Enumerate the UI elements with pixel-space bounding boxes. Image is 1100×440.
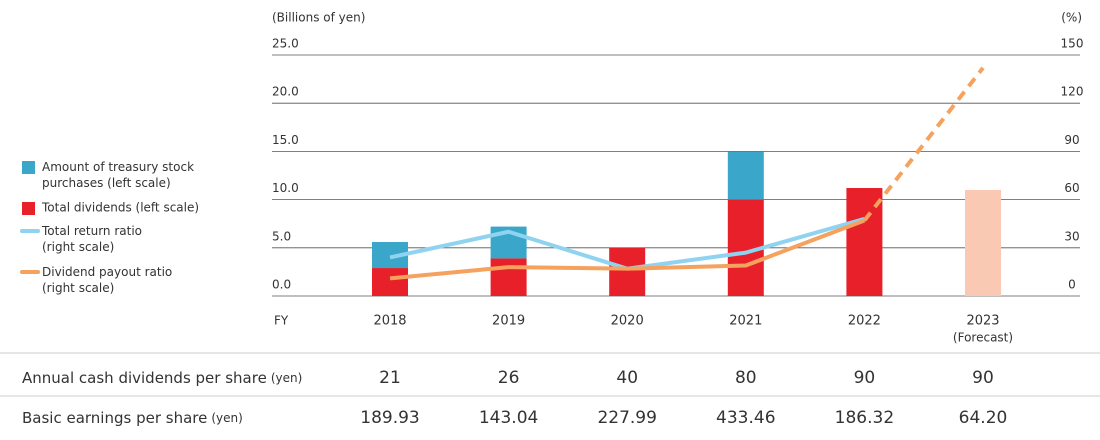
table-cell: 227.99 xyxy=(597,408,656,428)
row-unit: (yen) xyxy=(211,411,242,425)
legend-swatch xyxy=(22,161,35,174)
x-axis-label: FY xyxy=(274,314,289,328)
table-cell: 90 xyxy=(972,368,994,388)
line xyxy=(862,66,985,222)
legend-line: Total return ratio xyxy=(41,224,142,238)
legend-swatch xyxy=(22,202,35,215)
legend-line: purchases (left scale) xyxy=(42,176,171,190)
y2-tick-label: 60 xyxy=(1064,181,1079,195)
legend-label: Total return ratio (right scale) xyxy=(41,224,142,254)
bar xyxy=(490,258,527,296)
legend-label: Amount of treasury stock purchases (left … xyxy=(42,160,194,190)
table-cell: 80 xyxy=(735,368,757,388)
table-cell: 21 xyxy=(379,368,401,388)
row-label: Basic earnings per share (yen) xyxy=(22,409,243,427)
legend-label: Dividend payout ratio (right scale) xyxy=(42,265,172,295)
table-cell: 433.46 xyxy=(716,408,775,428)
bar xyxy=(609,247,646,296)
x-tick-label: 2021 xyxy=(729,314,762,329)
y-axis-label: (Billions of yen) xyxy=(272,11,365,25)
x-tick-label: 2020 xyxy=(611,314,644,329)
y2-tick-label: 150 xyxy=(1061,37,1084,51)
row-label-text: Basic earnings per share xyxy=(22,409,207,427)
y-tick-label: 15.0 xyxy=(272,133,299,147)
bar xyxy=(372,268,408,296)
y-tick-label: 25.0 xyxy=(272,37,299,51)
table-cell: 90 xyxy=(854,368,876,388)
row-label-text: Annual cash dividends per share xyxy=(22,369,267,387)
table-cell: 64.20 xyxy=(959,408,1008,428)
bar xyxy=(727,151,764,200)
legend-line: Amount of treasury stock xyxy=(42,160,194,174)
x-tick-label: 2019 xyxy=(492,314,525,329)
table-cell: 26 xyxy=(498,368,520,388)
forecast-label: (Forecast) xyxy=(953,331,1013,345)
table-cell: 40 xyxy=(616,368,638,388)
y-tick-label: 0.0 xyxy=(272,278,291,292)
x-tick-label: 2023 xyxy=(966,314,999,329)
line xyxy=(389,218,866,281)
row-unit: (yen) xyxy=(271,371,302,385)
y2-axis-label: (%) xyxy=(1061,11,1082,25)
x-tick-label: 2018 xyxy=(373,314,406,329)
y2-tick-label: 30 xyxy=(1064,229,1079,243)
table-cell: 143.04 xyxy=(479,408,538,428)
y2-tick-label: 90 xyxy=(1064,133,1079,147)
y2-tick-label: 120 xyxy=(1061,85,1084,99)
y-tick-label: 5.0 xyxy=(272,229,291,243)
legend-line: (right scale) xyxy=(42,240,114,254)
legend-line: Dividend payout ratio xyxy=(42,265,172,279)
y-tick-label: 10.0 xyxy=(272,181,299,195)
legend-label: Total dividends (left scale) xyxy=(41,201,199,215)
table-cell: 189.93 xyxy=(360,408,419,428)
row-label: Annual cash dividends per share (yen) xyxy=(22,369,302,387)
y2-tick-label: 0 xyxy=(1068,278,1076,292)
legend-line: (right scale) xyxy=(42,281,114,295)
bar xyxy=(965,189,1001,296)
x-tick-label: 2022 xyxy=(848,314,881,329)
table-cell: 186.32 xyxy=(835,408,894,428)
y-tick-label: 20.0 xyxy=(272,85,299,99)
